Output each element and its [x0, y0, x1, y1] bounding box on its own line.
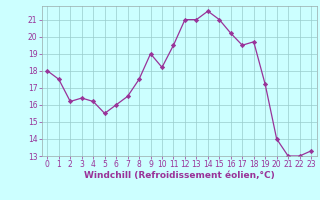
X-axis label: Windchill (Refroidissement éolien,°C): Windchill (Refroidissement éolien,°C)	[84, 171, 275, 180]
